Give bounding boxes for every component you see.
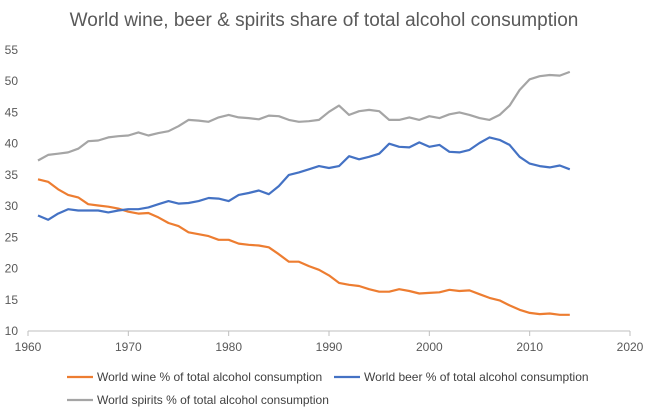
series-line-1: [37, 136, 571, 221]
y-tick-label: 35: [5, 168, 19, 182]
x-tick-label: 1980: [215, 340, 242, 354]
chart-title: World wine, beer & spirits share of tota…: [70, 10, 579, 31]
y-tick-label: 45: [5, 105, 19, 119]
y-tick-label: 55: [5, 43, 19, 57]
legend: World wine % of total alcohol consumptio…: [67, 370, 589, 407]
series-line-2: [37, 70, 571, 162]
y-tick-label: 40: [5, 137, 19, 151]
x-tick-label: 1970: [115, 340, 142, 354]
x-tick-label: 2010: [516, 340, 543, 354]
x-tick-label: 1990: [316, 340, 343, 354]
x-tick-label: 1960: [15, 340, 42, 354]
y-tick-label: 50: [5, 74, 19, 88]
y-tick-label: 30: [5, 199, 19, 213]
x-tick-label: 2020: [617, 340, 644, 354]
legend-label-2: World spirits % of total alcohol consump…: [97, 393, 329, 407]
y-tick-label: 10: [5, 324, 19, 338]
series-lines: [37, 70, 571, 316]
y-axis-ticks: 10 15 20 25 30 35 40 45 50 55: [5, 43, 19, 338]
legend-label-0: World wine % of total alcohol consumptio…: [97, 370, 322, 384]
y-tick-label: 15: [5, 293, 19, 307]
y-tick-label: 25: [5, 230, 19, 244]
legend-label-1: World beer % of total alcohol consumptio…: [364, 370, 589, 384]
series-line-0: [37, 178, 570, 316]
y-tick-label: 20: [5, 262, 19, 276]
x-axis-ticks: 1960 1970 1980 1990 2000 2010 2020: [15, 331, 644, 354]
x-tick-label: 2000: [416, 340, 443, 354]
